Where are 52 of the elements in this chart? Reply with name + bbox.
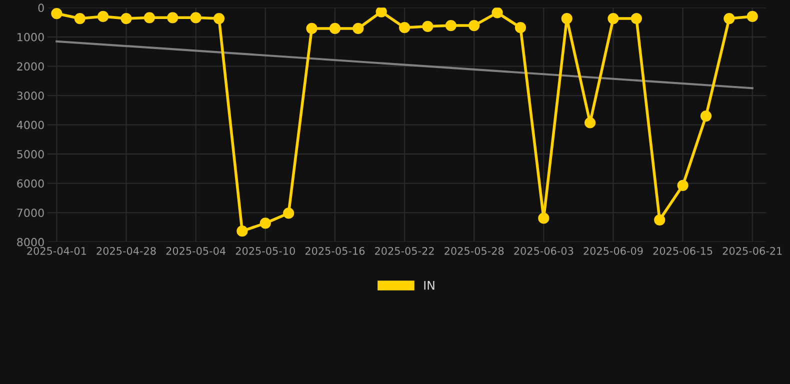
point: [98, 10, 109, 22]
point: [468, 20, 480, 32]
point: [492, 8, 503, 18]
point: [724, 12, 735, 24]
point: [514, 22, 526, 34]
x-tick-label: 2025-04-28: [96, 246, 156, 255]
point: [398, 22, 410, 34]
point: [584, 117, 596, 128]
point: [561, 12, 572, 24]
point: [654, 214, 666, 226]
y-tick-label: 3000: [17, 91, 44, 100]
x-tick-label: 2025-05-22: [375, 246, 434, 255]
x-tick-label: 2025-06-15: [653, 246, 712, 255]
y-tick-label: 2000: [17, 62, 44, 71]
x-tick-label: 2025-05-10: [236, 246, 295, 255]
point: [746, 10, 758, 22]
point: [120, 12, 132, 24]
point: [700, 110, 712, 122]
point: [422, 20, 434, 32]
x-tick-label: 2025-05-16: [305, 246, 365, 255]
y-tick-label: 8000: [17, 238, 44, 246]
y-tick-label: 1000: [18, 32, 44, 42]
point: [445, 20, 456, 32]
point: [329, 22, 341, 34]
point: [236, 226, 248, 237]
point: [630, 12, 642, 24]
point: [608, 12, 619, 24]
x-tick-label: 2025-06-09: [584, 246, 643, 255]
x-tick-label: 2025-05-28: [444, 246, 504, 255]
legend-label: IN: [424, 281, 434, 290]
point: [283, 208, 294, 219]
y-tick-label: 5000: [17, 150, 44, 158]
point: [376, 8, 387, 18]
point: [74, 12, 86, 24]
point: [352, 22, 364, 34]
y-tick-label: 6000: [17, 179, 44, 188]
point: [677, 180, 688, 191]
point: [538, 212, 550, 224]
x-tick-label: 2025-05-04: [166, 246, 226, 255]
y-tick-label: 7000: [17, 208, 44, 218]
point: [260, 218, 271, 229]
x-tick-label: 2025-06-21: [722, 246, 782, 255]
x-tick-label: 2025-04-01: [27, 246, 86, 255]
y-tick-label: 0: [38, 4, 44, 12]
point: [213, 12, 225, 24]
point: [190, 12, 202, 24]
y-tick-label: 4000: [16, 120, 44, 130]
point: [167, 12, 178, 24]
point: [51, 8, 62, 20]
x-tick-label: 2025-06-03: [514, 246, 574, 255]
point: [306, 22, 318, 34]
point: [144, 12, 155, 24]
